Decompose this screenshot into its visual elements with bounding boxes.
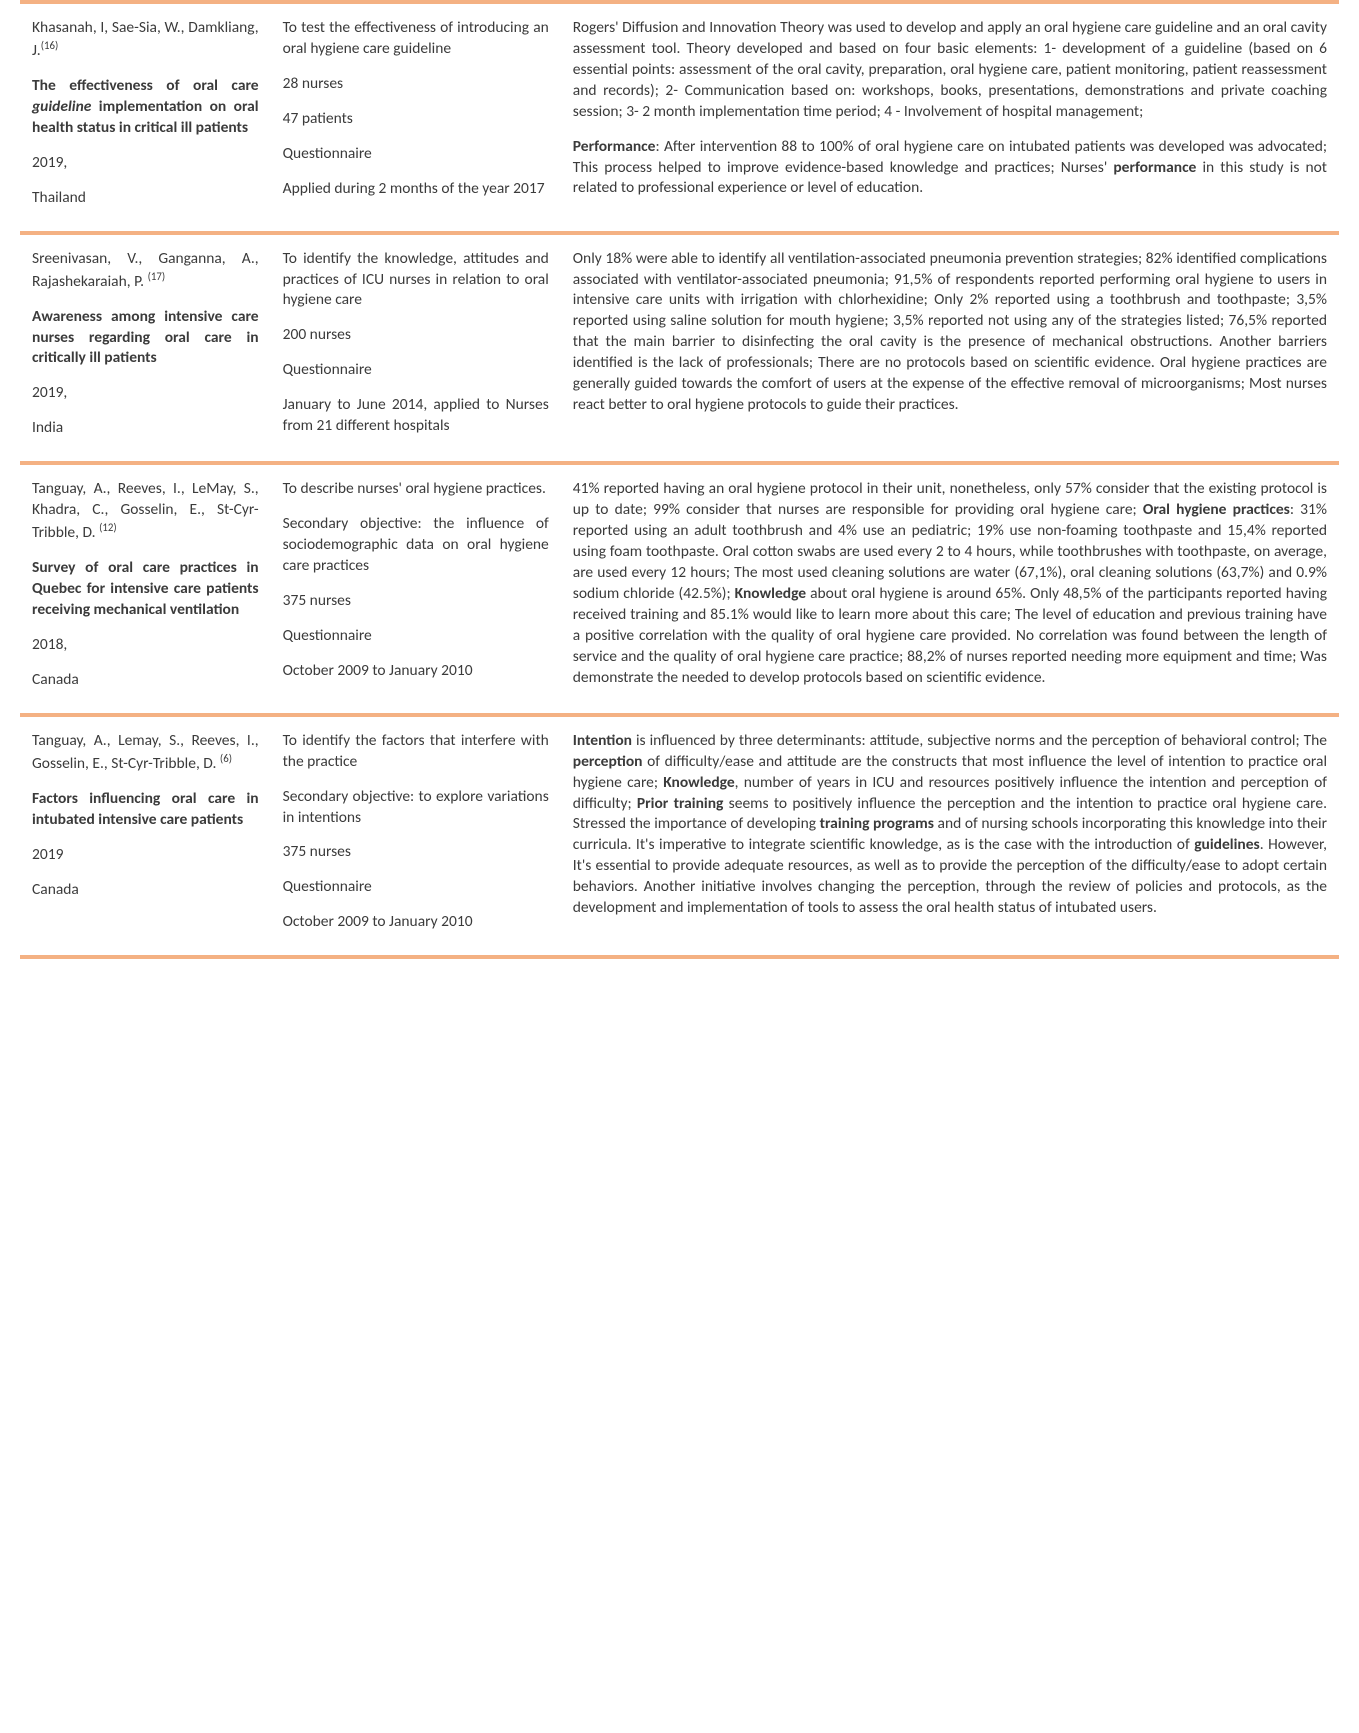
objective-paragraph: 47 patients xyxy=(283,109,549,130)
literature-table-page: Khasanah, I, Sae-Sia, W., Damkliang, J.(… xyxy=(0,0,1359,979)
study-authors: Khasanah, I, Sae-Sia, W., Damkliang, J.(… xyxy=(32,18,259,62)
results-paragraph: Rogers' Diffusion and Innovation Theory … xyxy=(573,18,1327,123)
results-paragraph: Only 18% were able to identify all venti… xyxy=(573,249,1327,416)
results-paragraph: Intention is influenced by three determi… xyxy=(573,731,1327,919)
study-objective-cell: To describe nurses' oral hygiene practic… xyxy=(271,463,561,715)
objective-paragraph: 28 nurses xyxy=(283,74,549,95)
study-year: 2019, xyxy=(32,153,259,174)
objective-paragraph: October 2009 to January 2010 xyxy=(283,912,549,933)
table-row: Khasanah, I, Sae-Sia, W., Damkliang, J.(… xyxy=(20,2,1339,233)
study-objective-cell: To identify the factors that interfere w… xyxy=(271,715,561,957)
objective-paragraph: Questionnaire xyxy=(283,144,549,165)
objective-paragraph: October 2009 to January 2010 xyxy=(283,661,549,682)
objective-paragraph: To describe nurses' oral hygiene practic… xyxy=(283,479,549,500)
objective-paragraph: 375 nurses xyxy=(283,591,549,612)
study-results-cell: Rogers' Diffusion and Innovation Theory … xyxy=(561,2,1339,233)
study-results-cell: 41% reported having an oral hygiene prot… xyxy=(561,463,1339,715)
objective-paragraph: Questionnaire xyxy=(283,877,549,898)
objective-paragraph: Secondary objective: to explore variatio… xyxy=(283,787,549,829)
objective-paragraph: Questionnaire xyxy=(283,626,549,647)
objective-paragraph: 375 nurses xyxy=(283,842,549,863)
study-citation-cell: Tanguay, A., Lemay, S., Reeves, I., Goss… xyxy=(20,715,271,957)
study-authors: Sreenivasan, V., Ganganna, A., Rajasheka… xyxy=(32,249,259,293)
study-objective-cell: To test the effectiveness of introducing… xyxy=(271,2,561,233)
study-title: Awareness among intensive care nurses re… xyxy=(32,307,259,370)
results-paragraph: 41% reported having an oral hygiene prot… xyxy=(573,479,1327,688)
study-year: 2018, xyxy=(32,635,259,656)
objective-paragraph: January to June 2014, applied to Nurses … xyxy=(283,395,549,437)
study-title: The effectiveness of oral care guideline… xyxy=(32,76,259,139)
study-country: Canada xyxy=(32,670,259,691)
objective-paragraph: To identify the knowledge, attitudes and… xyxy=(283,249,549,312)
study-title: Factors influencing oral care in intubat… xyxy=(32,789,259,831)
study-results-cell: Only 18% were able to identify all venti… xyxy=(561,233,1339,464)
objective-paragraph: Questionnaire xyxy=(283,360,549,381)
study-country: Canada xyxy=(32,880,259,901)
objective-paragraph: To identify the factors that interfere w… xyxy=(283,731,549,773)
objective-paragraph: 200 nurses xyxy=(283,325,549,346)
results-paragraph: Performance: After intervention 88 to 10… xyxy=(573,137,1327,200)
objective-paragraph: Applied during 2 months of the year 2017 xyxy=(283,179,549,200)
study-country: India xyxy=(32,418,259,439)
study-authors: Tanguay, A., Lemay, S., Reeves, I., Goss… xyxy=(32,731,259,775)
table-row: Sreenivasan, V., Ganganna, A., Rajasheka… xyxy=(20,233,1339,464)
study-country: Thailand xyxy=(32,188,259,209)
study-citation-cell: Sreenivasan, V., Ganganna, A., Rajasheka… xyxy=(20,233,271,464)
study-title: Survey of oral care practices in Quebec … xyxy=(32,558,259,621)
study-results-cell: Intention is influenced by three determi… xyxy=(561,715,1339,957)
literature-review-table: Khasanah, I, Sae-Sia, W., Damkliang, J.(… xyxy=(20,0,1339,959)
table-row: Tanguay, A., Reeves, I., LeMay, S., Khad… xyxy=(20,463,1339,715)
study-objective-cell: To identify the knowledge, attitudes and… xyxy=(271,233,561,464)
study-authors: Tanguay, A., Reeves, I., LeMay, S., Khad… xyxy=(32,479,259,544)
objective-paragraph: To test the effectiveness of introducing… xyxy=(283,18,549,60)
study-citation-cell: Khasanah, I, Sae-Sia, W., Damkliang, J.(… xyxy=(20,2,271,233)
study-citation-cell: Tanguay, A., Reeves, I., LeMay, S., Khad… xyxy=(20,463,271,715)
study-year: 2019, xyxy=(32,383,259,404)
table-row: Tanguay, A., Lemay, S., Reeves, I., Goss… xyxy=(20,715,1339,957)
study-year: 2019 xyxy=(32,845,259,866)
objective-paragraph: Secondary objective: the influence of so… xyxy=(283,514,549,577)
